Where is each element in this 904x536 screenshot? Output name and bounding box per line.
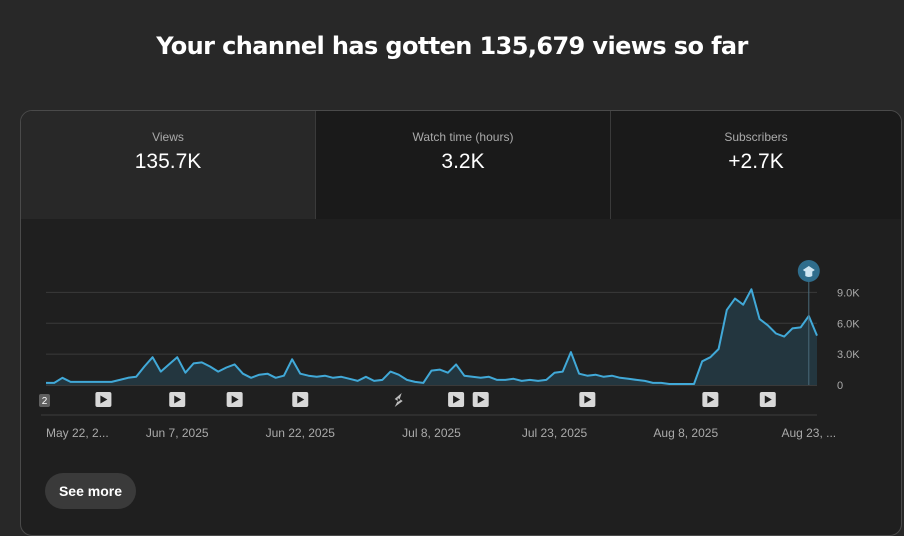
cap-base (805, 272, 813, 277)
play-triangle (707, 395, 715, 404)
y-tick-label: 0 (837, 380, 843, 392)
page-headline: Your channel has gotten 135,679 views so… (156, 32, 748, 60)
shorts-icon[interactable] (394, 393, 403, 407)
x-tick-label: Jun 7, 2025 (146, 426, 209, 440)
tab-views-label: Views (152, 130, 184, 144)
play-icon[interactable] (292, 392, 309, 407)
play-icon[interactable] (579, 392, 596, 407)
tab-views[interactable]: Views 135.7K (21, 111, 316, 219)
x-tick-label: Jul 8, 2025 (402, 426, 461, 440)
tab-subscribers-value: +2.7K (728, 150, 784, 173)
play-triangle (764, 395, 772, 404)
views-line (46, 288, 818, 385)
play-triangle (231, 395, 239, 404)
x-tick-label: Jun 22, 2025 (266, 426, 336, 440)
shorts-play (397, 398, 401, 402)
x-tick-label: Aug 23, ... (781, 426, 836, 440)
play-icon[interactable] (472, 392, 489, 407)
play-icon[interactable] (702, 392, 719, 407)
play-triangle (100, 395, 108, 404)
play-icon[interactable] (226, 392, 243, 407)
tab-watch-time-value: 3.2K (441, 150, 485, 173)
play-triangle (477, 395, 485, 404)
play-icon[interactable] (169, 392, 186, 407)
metric-tabs: Views 135.7K Watch time (hours) 3.2K Sub… (21, 111, 901, 219)
play-triangle (297, 395, 305, 404)
analytics-card: Views 135.7K Watch time (hours) 3.2K Sub… (20, 110, 902, 536)
y-tick-label: 9.0K (837, 287, 860, 299)
views-chart: 9.0K 6.0K 3.0K 0 2 May 22, 2... Jun 7, 2025 Jun… (39, 260, 860, 440)
x-tick-label: May 22, 2... (46, 426, 109, 440)
tab-subscribers[interactable]: Subscribers +2.7K (611, 111, 901, 219)
y-tick-label: 6.0K (837, 318, 860, 330)
play-icon[interactable] (95, 392, 112, 407)
badge-count: 2 (42, 396, 48, 407)
badge-box (39, 394, 50, 407)
tab-watch-time-label: Watch time (hours) (412, 130, 514, 144)
tab-views-value: 135.7K (134, 150, 202, 173)
graduation-cap-icon[interactable] (797, 260, 820, 282)
views-area (46, 289, 817, 385)
play-triangle (174, 395, 182, 404)
tab-watch-time[interactable]: Watch time (hours) 3.2K (316, 111, 611, 219)
number-badge-icon[interactable]: 2 (39, 394, 50, 407)
see-more-button[interactable]: See more (45, 473, 136, 509)
play-icon[interactable] (448, 392, 465, 407)
x-tick-label: Jul 23, 2025 (522, 426, 588, 440)
play-triangle (453, 395, 461, 404)
x-tick-label: Aug 8, 2025 (653, 426, 718, 440)
y-tick-label: 3.0K (837, 349, 860, 361)
play-triangle (584, 395, 592, 404)
play-icon[interactable] (759, 392, 776, 407)
tab-subscribers-label: Subscribers (724, 130, 788, 144)
